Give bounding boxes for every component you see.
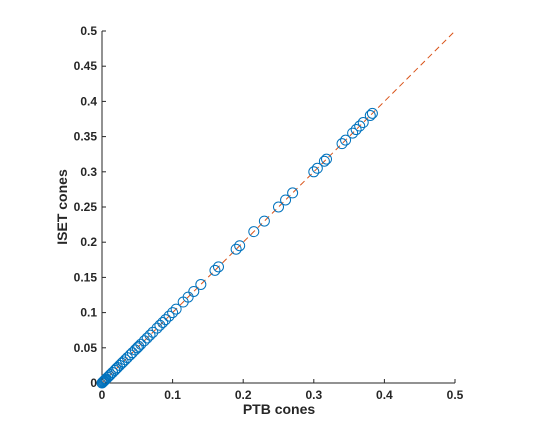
- data-point: [273, 201, 284, 213]
- y-tick-label: 0.25: [74, 200, 98, 214]
- data-point: [135, 338, 147, 350]
- data-point: [133, 340, 145, 352]
- data-point: [318, 155, 330, 167]
- x-tick-label: 0.5: [447, 388, 464, 402]
- y-tick-label: 0.4: [80, 94, 97, 108]
- data-point: [195, 278, 207, 290]
- data-point: [112, 362, 124, 374]
- data-point: [321, 153, 333, 165]
- data-point: [170, 303, 182, 315]
- data-point: [114, 359, 126, 371]
- y-tick-label: 0.45: [74, 59, 98, 73]
- data-point: [96, 377, 108, 389]
- data-point: [147, 326, 159, 338]
- data-point: [248, 226, 260, 238]
- data-point: [157, 316, 169, 328]
- data-point: [182, 291, 194, 303]
- x-tick-label: 0.1: [164, 388, 181, 402]
- y-tick-label: 0.2: [80, 235, 97, 249]
- identity-reference-line: [101, 30, 456, 384]
- data-point: [212, 261, 224, 273]
- x-tick-label: 0.2: [235, 388, 252, 402]
- data-point: [97, 376, 109, 388]
- data-point: [311, 162, 323, 174]
- data-point: [103, 370, 115, 382]
- y-tick-label: 0.1: [80, 306, 97, 320]
- y-tick-label: 0.35: [74, 130, 98, 144]
- y-axis-ticks: 0 0.05 0.1 0.15 0.2 0.25 0.3 0.35 0.4 0.45 0.5: [74, 24, 106, 390]
- x-tick-label: 0.3: [305, 388, 322, 402]
- data-point: [104, 369, 116, 381]
- data-point: [154, 319, 166, 331]
- data-point: [144, 329, 156, 341]
- data-point: [131, 342, 143, 354]
- data-point: [340, 134, 352, 146]
- data-point: [258, 215, 270, 227]
- y-tick-label: 0: [90, 376, 97, 390]
- x-tick-label: 0.4: [376, 388, 393, 402]
- scatter-points: [96, 107, 378, 389]
- data-point: [354, 120, 366, 132]
- data-point: [188, 285, 200, 297]
- y-axis-label: ISET cones: [54, 169, 70, 245]
- data-point: [163, 310, 175, 322]
- y-tick-label: 0.5: [80, 24, 97, 38]
- data-point: [141, 332, 153, 344]
- x-axis-ticks: 0 0.1 0.2 0.3 0.4 0.5: [99, 379, 464, 402]
- data-point: [116, 357, 128, 369]
- data-point: [347, 127, 359, 139]
- data-point: [230, 243, 242, 255]
- y-tick-label: 0.3: [80, 165, 97, 179]
- data-point: [336, 138, 348, 150]
- data-point: [117, 356, 129, 368]
- y-tick-label: 0.15: [74, 270, 98, 284]
- data-point: [234, 240, 246, 252]
- data-point: [209, 264, 221, 276]
- data-point: [100, 373, 112, 385]
- data-point: [99, 374, 111, 386]
- data-point: [160, 314, 172, 326]
- data-point: [308, 166, 320, 178]
- data-point: [110, 363, 122, 375]
- data-point: [350, 124, 362, 136]
- data-point: [151, 322, 163, 334]
- data-point: [138, 335, 150, 347]
- x-axis-label: PTB cones: [243, 401, 316, 417]
- data-point: [129, 344, 141, 356]
- y-tick-label: 0.05: [74, 341, 98, 355]
- data-point: [357, 117, 369, 129]
- data-point: [280, 194, 292, 206]
- data-point: [364, 109, 376, 121]
- data-point: [366, 107, 378, 119]
- data-point: [167, 307, 179, 319]
- x-tick-label: 0: [99, 388, 106, 402]
- data-point: [287, 187, 299, 199]
